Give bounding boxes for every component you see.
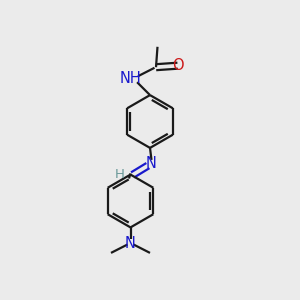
Text: N: N — [146, 156, 157, 171]
Text: NH: NH — [120, 71, 141, 86]
Text: N: N — [125, 236, 136, 250]
Text: O: O — [172, 58, 183, 73]
Text: H: H — [115, 168, 124, 181]
